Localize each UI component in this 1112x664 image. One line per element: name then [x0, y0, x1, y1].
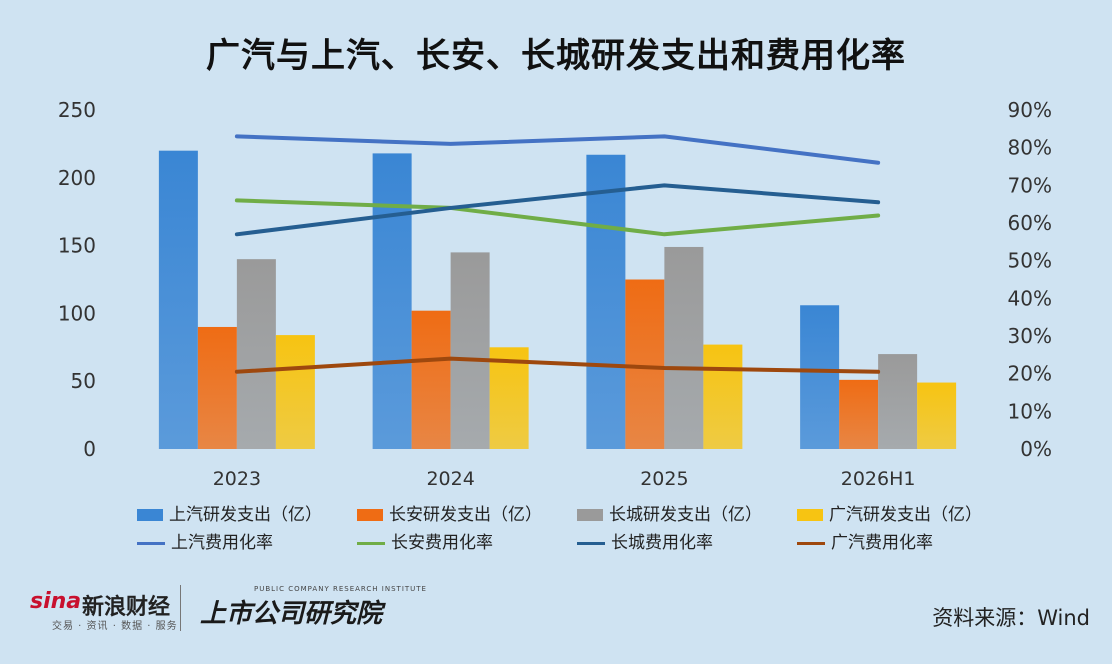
bar: [197, 326, 237, 449]
legend-item: 长城研发支出（亿）: [577, 500, 762, 525]
bar: [878, 354, 918, 449]
legend-item: 长安研发支出（亿）: [357, 500, 542, 525]
y2-tick-label: 90%: [1008, 98, 1052, 122]
y-tick-label: 0: [83, 437, 96, 461]
legend-label: 广汽费用化率: [831, 533, 933, 553]
series-line: [234, 134, 881, 165]
legend-swatch: [357, 509, 383, 521]
brand-logo-group: sina 新浪财经 交易 · 资讯 · 数据 · 服务 PUBLIC COMPA…: [30, 585, 450, 635]
institute-english-name: PUBLIC COMPANY RESEARCH INSTITUTE: [254, 585, 427, 593]
legend-item: 上汽费用化率: [137, 528, 273, 553]
sina-tagline: 交易 · 资讯 · 数据 · 服务: [52, 621, 178, 632]
bar: [275, 335, 315, 449]
legend-label: 长安费用化率: [391, 533, 493, 553]
series-line: [234, 356, 881, 374]
legend-swatch: [797, 509, 823, 521]
bar: [703, 344, 743, 449]
y2-tick-label: 30%: [1008, 324, 1052, 348]
sina-finance-name: 新浪财经: [82, 595, 171, 620]
legend-label: 长城研发支出（亿）: [609, 505, 762, 525]
chart-legend: 上汽研发支出（亿） 长安研发支出（亿） 长城研发支出（亿） 广汽研发支出（亿） 上汽费用…: [0, 500, 1112, 560]
source-note: 资料来源：Wind: [932, 606, 1090, 630]
y-tick-label: 250: [58, 98, 96, 122]
legend-swatch: [357, 541, 385, 545]
bar: [625, 279, 665, 449]
legend-swatch: [577, 541, 605, 545]
institute-logo: 上市公司研究院: [200, 599, 383, 629]
y2-tick-label: 20%: [1008, 362, 1052, 386]
sina-logo: sina: [30, 589, 82, 614]
y2-tick-label: 0%: [1020, 437, 1052, 461]
y2-tick-label: 60%: [1008, 211, 1052, 235]
x-tick-label: 2024: [426, 468, 474, 490]
bar: [236, 259, 276, 449]
bar: [450, 252, 490, 449]
legend-swatch: [797, 541, 825, 545]
legend-label: 上汽费用化率: [171, 533, 273, 553]
y-tick-label: 150: [58, 234, 96, 258]
y-tick-label: 50: [71, 369, 96, 393]
series-line: [234, 198, 881, 237]
bar: [586, 154, 626, 450]
legend-item: 长城费用化率: [577, 528, 713, 553]
legend-item: 广汽费用化率: [797, 528, 933, 553]
y2-tick-label: 70%: [1008, 173, 1052, 197]
bar: [800, 305, 840, 449]
bar: [489, 347, 529, 449]
y2-tick-label: 80%: [1008, 136, 1052, 160]
brand-divider: [180, 585, 181, 631]
y2-tick-label: 10%: [1008, 399, 1052, 423]
bar: [664, 246, 704, 449]
chart-title: 广汽与上汽、长安、长城研发支出和费用化率: [206, 36, 906, 76]
bar: [411, 310, 451, 449]
legend-label: 长安研发支出（亿）: [389, 505, 542, 525]
y-tick-label: 200: [58, 166, 96, 190]
legend-label: 长城费用化率: [611, 533, 713, 553]
bar: [372, 153, 412, 449]
legend-item: 长安费用化率: [357, 528, 493, 553]
legend-swatch: [137, 541, 165, 545]
legend-label: 广汽研发支出（亿）: [829, 505, 982, 525]
bar: [158, 150, 198, 449]
legend-item: 上汽研发支出（亿）: [137, 500, 322, 525]
x-tick-label: 2023: [213, 468, 261, 490]
y-tick-label: 100: [58, 301, 96, 325]
y2-tick-label: 50%: [1008, 249, 1052, 273]
y2-tick-label: 40%: [1008, 286, 1052, 310]
legend-swatch: [577, 509, 603, 521]
legend-label: 上汽研发支出（亿）: [169, 505, 322, 525]
legend-swatch: [137, 509, 163, 521]
legend-item: 广汽研发支出（亿）: [797, 500, 982, 525]
x-tick-label: 2025: [640, 468, 688, 490]
bar: [839, 379, 879, 449]
x-tick-label: 2026H1: [841, 468, 916, 490]
series-line: [234, 183, 881, 237]
bar: [917, 382, 957, 449]
